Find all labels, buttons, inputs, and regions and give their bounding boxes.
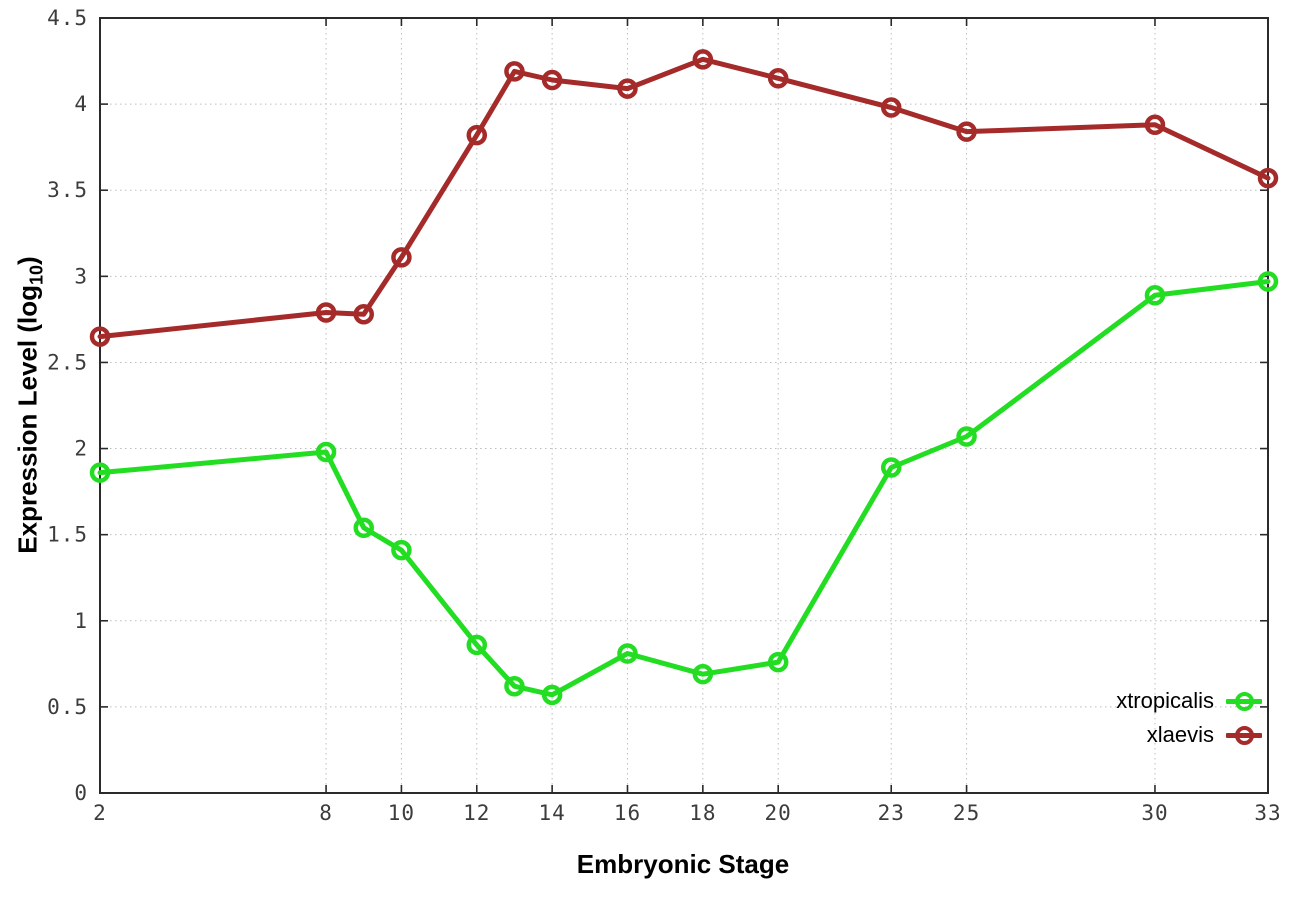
svg-text:2: 2 [93,801,107,825]
y-axis-title-suffix: ) [12,256,43,265]
svg-text:14: 14 [538,801,565,825]
legend-marker-circle-xtropicalis [1226,688,1262,714]
svg-text:3: 3 [74,264,88,288]
legend-item-xtropicalis: xtropicalis [1116,688,1262,714]
legend: xtropicalis xlaevis [1116,688,1262,748]
svg-text:0.5: 0.5 [47,695,88,719]
svg-text:25: 25 [953,801,980,825]
svg-text:0: 0 [74,781,88,805]
svg-text:20: 20 [765,801,792,825]
svg-text:16: 16 [614,801,641,825]
legend-label-xtropicalis: xtropicalis [1116,688,1214,713]
svg-text:23: 23 [878,801,905,825]
svg-text:10: 10 [388,801,415,825]
legend-ring [1234,725,1254,745]
svg-text:2.5: 2.5 [47,350,88,374]
y-axis-title-subscript: 10 [26,264,47,285]
y-axis-title-prefix: Expression Level (log [12,284,43,554]
svg-text:4.5: 4.5 [47,6,88,30]
legend-label-xlaevis: xlaevis [1146,722,1214,747]
svg-text:4: 4 [74,92,88,116]
svg-text:18: 18 [689,801,716,825]
legend-marker-circle-xlaevis [1226,722,1262,748]
legend-item-xlaevis: xlaevis [1147,722,1262,748]
x-axis-title: Embryonic Stage [576,849,790,879]
svg-text:1.5: 1.5 [47,523,88,547]
svg-text:30: 30 [1141,801,1168,825]
svg-text:3.5: 3.5 [47,178,88,202]
legend-ring [1234,691,1254,711]
svg-text:1: 1 [74,609,88,633]
svg-text:12: 12 [463,801,490,825]
y-axis-title: Expression Level (log10) [12,256,47,553]
svg-text:2: 2 [74,437,88,461]
svg-text:33: 33 [1254,801,1281,825]
svg-text:8: 8 [319,801,333,825]
